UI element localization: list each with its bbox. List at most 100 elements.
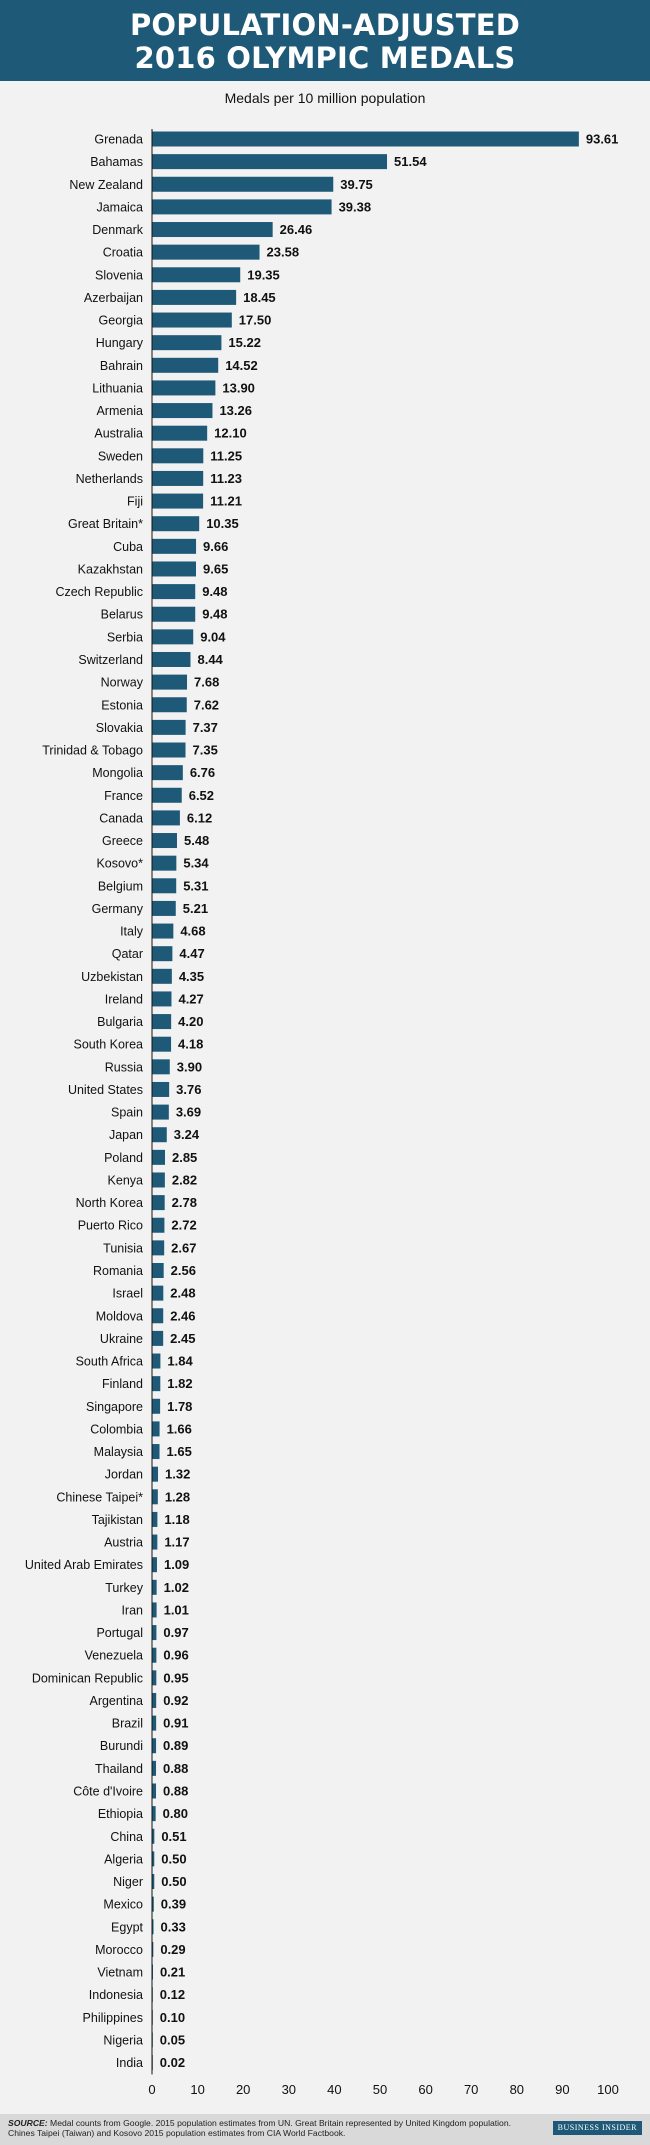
value-label: 0.21 [160, 1965, 185, 1980]
category-label: Morocco [95, 1943, 143, 1957]
bar [152, 1715, 157, 1731]
value-label: 1.01 [164, 1602, 189, 1617]
category-label: Serbia [107, 630, 143, 644]
value-label: 0.80 [163, 1806, 188, 1821]
bar [152, 1014, 172, 1030]
value-label: 12.10 [214, 426, 247, 441]
x-tick-label: 100 [597, 2082, 619, 2097]
category-label: Finland [102, 1377, 143, 1391]
category-label: Bahamas [90, 155, 143, 169]
value-label: 1.32 [165, 1467, 190, 1482]
value-label: 15.22 [228, 335, 261, 350]
bar [152, 561, 197, 577]
chart-title: POPULATION-ADJUSTED 2016 OLYMPIC MEDALS [0, 0, 650, 81]
value-label: 1.28 [165, 1489, 190, 1504]
bar [152, 1444, 160, 1460]
bar [152, 855, 177, 871]
category-label: Austria [104, 1536, 143, 1550]
value-label: 11.25 [210, 448, 242, 463]
value-label: 11.21 [210, 494, 242, 509]
value-label: 1.02 [164, 1580, 189, 1595]
bar [152, 380, 216, 396]
category-label: Grenada [94, 133, 143, 147]
value-label: 7.68 [194, 675, 219, 690]
chart-subtitle: Medals per 10 million population [224, 90, 426, 106]
category-label: Qatar [112, 947, 143, 961]
value-label: 2.85 [172, 1150, 197, 1165]
value-label: 1.09 [164, 1557, 189, 1572]
value-label: 0.50 [161, 1874, 186, 1889]
bar [152, 1036, 172, 1052]
bar [152, 244, 260, 260]
source-text: Medal counts from Google. 2015 populatio… [8, 2118, 512, 2138]
bar [152, 1059, 170, 1075]
value-label: 1.66 [167, 1421, 192, 1436]
category-label: Jordan [105, 1468, 143, 1482]
category-label: Georgia [99, 314, 144, 328]
bar [152, 154, 388, 170]
value-label: 0.96 [163, 1648, 188, 1663]
category-label: Philippines [83, 2011, 143, 2025]
value-label: 1.17 [164, 1535, 189, 1550]
x-tick-label: 30 [282, 2082, 296, 2097]
bar [152, 1783, 157, 1799]
bar [152, 1421, 160, 1437]
value-label: 26.46 [280, 222, 313, 237]
category-label: Colombia [90, 1422, 143, 1436]
category-label: Uzbekistan [81, 970, 143, 984]
category-label: Iran [121, 1603, 143, 1617]
value-label: 51.54 [394, 154, 427, 169]
category-label: Tunisia [103, 1241, 143, 1255]
category-label: Australia [94, 427, 143, 441]
category-label: Algeria [104, 1852, 143, 1866]
category-label: Mongolia [92, 766, 143, 780]
category-label: Kenya [108, 1173, 143, 1187]
title-line-2: 2016 OLYMPIC MEDALS [134, 41, 516, 75]
category-label: India [116, 2056, 143, 2070]
bar [152, 1896, 154, 1912]
value-label: 17.50 [239, 313, 272, 328]
category-label: Great Britain* [68, 517, 143, 531]
value-label: 0.02 [160, 2055, 185, 2070]
bar [152, 1579, 157, 1595]
value-label: 4.68 [180, 924, 205, 939]
value-label: 8.44 [197, 652, 223, 667]
bar [152, 1172, 165, 1188]
value-label: 7.62 [194, 697, 219, 712]
category-label: Mexico [103, 1898, 143, 1912]
bar [152, 1919, 154, 1935]
bar [152, 1308, 164, 1324]
category-label: Niger [113, 1875, 143, 1889]
value-label: 13.90 [222, 380, 255, 395]
category-label: Slovakia [96, 721, 143, 735]
bar [152, 1511, 158, 1527]
category-label: Japan [109, 1128, 143, 1142]
category-label: Azerbaijan [84, 291, 143, 305]
category-label: Portugal [96, 1626, 143, 1640]
brand-logo: BUSINESS INSIDER [552, 2121, 642, 2135]
category-label: Kazakhstan [78, 562, 143, 576]
value-label: 14.52 [225, 358, 258, 373]
value-label: 18.45 [243, 290, 276, 305]
category-label: Ireland [105, 992, 143, 1006]
value-label: 3.69 [176, 1105, 201, 1120]
category-label: Belgium [98, 879, 143, 893]
value-label: 3.24 [174, 1127, 200, 1142]
category-label: Sweden [98, 449, 143, 463]
bar [152, 1240, 165, 1256]
bar [152, 833, 177, 849]
value-label: 2.82 [172, 1172, 197, 1187]
value-label: 0.89 [163, 1738, 188, 1753]
category-label: Italy [120, 925, 144, 939]
category-label: Burundi [100, 1739, 143, 1753]
category-label: Ethiopia [98, 1807, 143, 1821]
value-label: 9.04 [200, 629, 226, 644]
bar [152, 1670, 157, 1686]
bar [152, 1941, 154, 1957]
category-label: Russia [105, 1060, 143, 1074]
category-label: Estonia [101, 698, 143, 712]
category-label: Moldova [96, 1309, 143, 1323]
bar [152, 1353, 161, 1369]
value-label: 0.97 [163, 1625, 188, 1640]
value-label: 7.37 [193, 720, 218, 735]
